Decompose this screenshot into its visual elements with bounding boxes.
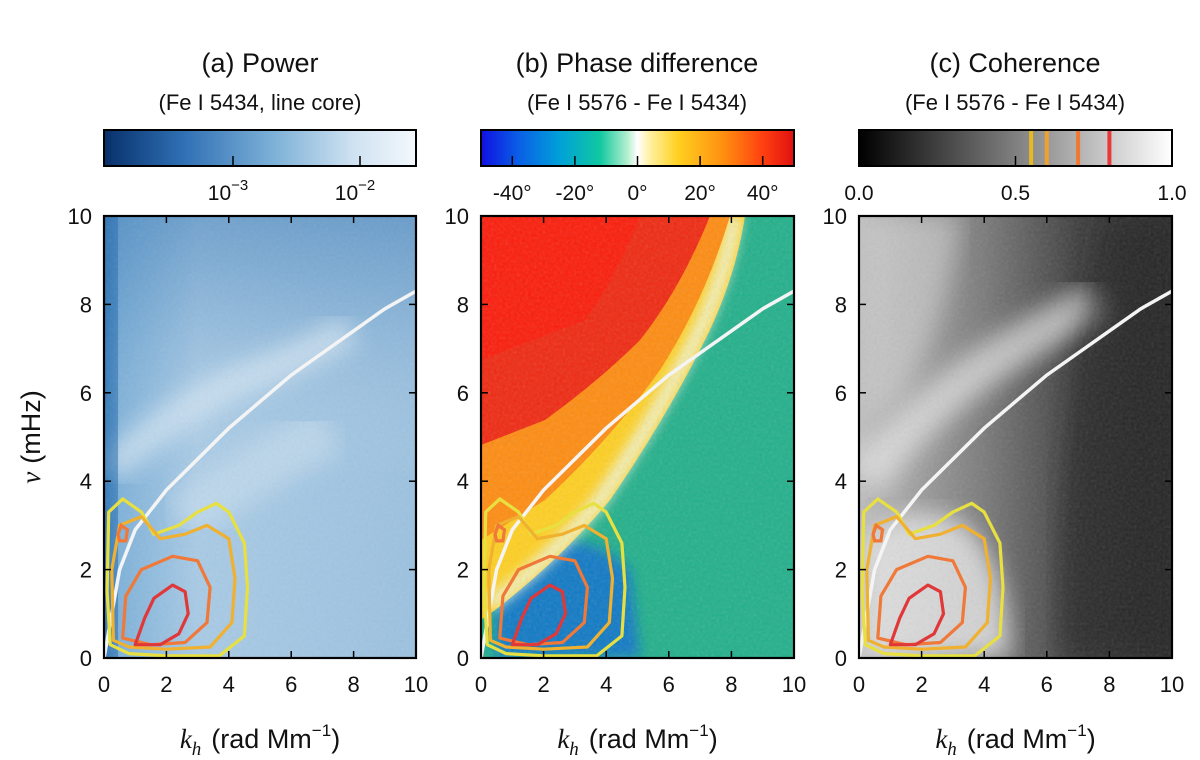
panel-b-contour-0.6	[487, 515, 615, 651]
panel-c-contour-0.55	[860, 497, 1005, 658]
panel-a-ytick-label: 6	[80, 381, 92, 406]
colorbar-c-tick-label: 0.5	[1001, 182, 1030, 205]
colorbar-a-gradient	[103, 129, 417, 167]
panel-a-ytick-label: 2	[80, 558, 92, 583]
colorbar-b-tick-label: 0°	[627, 182, 647, 205]
panel-a-xtick-label: 6	[285, 672, 297, 697]
panel-a-ytick-label: 0	[80, 646, 92, 671]
panel-a-contour-0.6	[110, 515, 237, 651]
panel-a-xtick-label: 4	[223, 672, 235, 697]
panel-c-ytick-label: 0	[835, 646, 847, 671]
panel-b-frame	[479, 214, 796, 660]
panel-a-dispersion-curve	[104, 289, 416, 658]
panel-b-xtick-label: 4	[600, 672, 612, 697]
panel-a-x-axis-label: kh (rad Mm−1)	[180, 721, 340, 760]
panel-b-ytick-label: 0	[457, 646, 469, 671]
panel-c-x-axis-label: kh (rad Mm−1)	[935, 721, 1095, 760]
colorbar-c-tick-label: 0.0	[844, 182, 873, 205]
colorbar-a-tick-1: 10−3	[208, 177, 248, 205]
panel-a-contour-0.7-loop	[116, 522, 130, 543]
panel-c-xtick-label: 10	[1160, 672, 1184, 697]
colorbar-c-tick-label: 1.0	[1157, 182, 1186, 205]
panel-a-xtick-label: 10	[404, 672, 428, 697]
panel-b-xtick-label: 6	[663, 672, 675, 697]
panel-a-ytick-label: 10	[68, 204, 92, 229]
panel-a-frame	[102, 214, 418, 660]
panel-b-xtick-label: 0	[475, 672, 487, 697]
panel-b-ytick-label: 6	[457, 381, 469, 406]
colorbar-b-tick-label: -40°	[493, 182, 532, 205]
panel-a-contour-0.55	[105, 497, 250, 658]
panel-b-xtick-label: 2	[537, 672, 549, 697]
panel-b-ytick-label: 10	[445, 204, 469, 229]
panel-c-heatmap	[859, 216, 1172, 658]
panel-b-subtitle: (Fe I 5576 - Fe I 5434)	[527, 90, 747, 115]
panel-a-xtick-label: 0	[98, 672, 110, 697]
panel-b-contour-0.8	[510, 583, 568, 647]
panel-b-title: (b) Phase difference	[516, 48, 759, 78]
panel-b-ytick-label: 2	[457, 558, 469, 583]
y-axis-label: ν(mHz)	[16, 390, 46, 483]
panel-c-title: (c) Coherence	[929, 48, 1100, 78]
panel-b-xtick-label: 10	[782, 672, 806, 697]
panel-a-ytick-label: 8	[80, 292, 92, 317]
panel-c-frame	[857, 214, 1174, 660]
panel-c-xtick-label: 2	[915, 672, 927, 697]
panel-b-dispersion-curve	[481, 289, 794, 658]
svg-text:ν(mHz): ν(mHz)	[16, 390, 46, 483]
panel-a-ytick-label: 4	[80, 469, 92, 494]
panel-b-ytick-label: 8	[457, 292, 469, 317]
colorbar-b-tick-label: -20°	[556, 182, 595, 205]
colorbar-b-tick-label: 20°	[684, 182, 716, 205]
panel-c-subtitle: (Fe I 5576 - Fe I 5434)	[905, 90, 1125, 115]
panel-c-contour-0.7	[876, 554, 967, 647]
colorbar-b: -40° -20° 0° 20° 40°	[480, 129, 795, 205]
panel-c-xtick-label: 6	[1041, 672, 1053, 697]
panel-c-contour-0.8	[888, 583, 946, 647]
panel-b-contour-0.7-loop	[493, 522, 507, 543]
panel-c-xtick-label: 0	[853, 672, 865, 697]
colorbar-a: 10−3 10−2	[103, 129, 417, 205]
panel-c-ytick-label: 10	[823, 204, 847, 229]
panel-b-xtick-label: 8	[725, 672, 737, 697]
panel-a-contour-0.7	[121, 554, 212, 647]
panel-b-heatmap	[481, 216, 794, 658]
panel-c-ytick-label: 6	[835, 381, 847, 406]
panel-c-contour-0.7-loop	[871, 522, 885, 543]
panel-c-xtick-label: 4	[978, 672, 990, 697]
colorbar-a-tick-2: 10−2	[335, 177, 375, 205]
panel-a-subtitle: (Fe I 5434, line core)	[159, 90, 362, 115]
colorbar-b-tick-label: 40°	[747, 182, 779, 205]
panel-a-heatmap	[104, 216, 416, 658]
panel-c-dispersion-curve	[859, 289, 1172, 658]
panel-c-xtick-label: 8	[1103, 672, 1115, 697]
panel-b-contour-0.7	[498, 554, 589, 647]
panel-a-contour-0.8	[133, 583, 190, 647]
panel-c-ytick-label: 2	[835, 558, 847, 583]
panel-a-xtick-label: 8	[347, 672, 359, 697]
panel-a-title: (a) Power	[201, 48, 318, 78]
panel-c-contour-0.6	[865, 515, 993, 651]
panel-b-ytick-label: 4	[457, 469, 469, 494]
panel-c-ytick-label: 4	[835, 469, 847, 494]
panel-a-xtick-label: 2	[160, 672, 172, 697]
panel-b-contour-0.55	[482, 497, 627, 658]
panel-b-x-axis-label: kh (rad Mm−1)	[557, 721, 717, 760]
colorbar-c: 0.0 0.5 1.0	[844, 129, 1187, 205]
panel-c-ytick-label: 8	[835, 292, 847, 317]
